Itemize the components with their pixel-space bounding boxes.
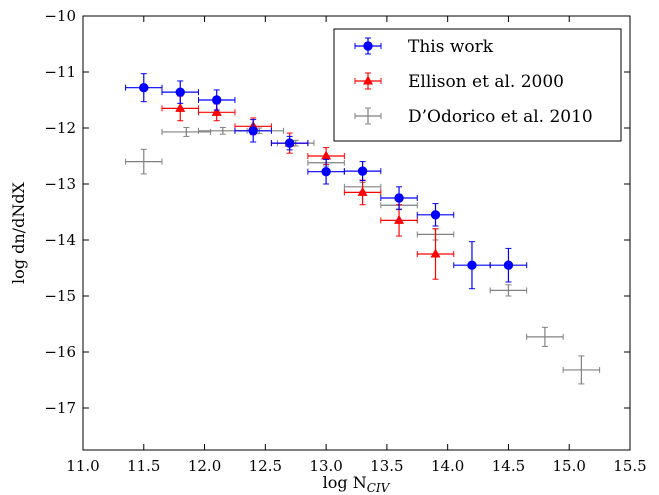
- marker: [394, 193, 404, 203]
- marker: [284, 138, 295, 148]
- data-point: [307, 147, 345, 165]
- x-axis-label: log NCIV: [323, 473, 391, 495]
- x-tick-label: 12.5: [249, 457, 282, 475]
- x-tick-label: 14.5: [492, 457, 525, 475]
- marker: [430, 210, 441, 220]
- data-point: [125, 148, 163, 175]
- data-point: [197, 89, 236, 111]
- x-tick-label: 11.0: [66, 457, 99, 475]
- data-point: [161, 80, 199, 104]
- legend-entry: This work: [354, 37, 494, 57]
- data-point: [562, 355, 601, 385]
- marker: [430, 248, 441, 258]
- marker: [357, 186, 368, 196]
- series-0: [125, 73, 528, 290]
- x-tick-label: 11.5: [127, 457, 160, 475]
- data-point: [380, 186, 418, 210]
- marker: [248, 126, 258, 136]
- legend-marker: [363, 75, 373, 85]
- marker: [394, 214, 405, 224]
- marker: [139, 82, 149, 93]
- x-tick-label: 15.5: [613, 457, 646, 475]
- axis-ticks: 11.0 11.5 12.0 12.5 13.0 13.5 14.0 14.5 15.0 15.5…: [44, 7, 646, 475]
- data-point: [380, 204, 418, 237]
- legend-label: D’Odorico et al. 2010: [408, 107, 593, 127]
- data-point: [343, 161, 382, 182]
- marker: [321, 166, 331, 177]
- legend: This work Ellison et al. 2000 D’Odorico et…: [333, 28, 622, 142]
- marker: [212, 95, 222, 105]
- data-point: [489, 284, 528, 297]
- data-point: [343, 179, 382, 206]
- legend-box: [333, 28, 622, 142]
- x-tick-label: 14.0: [431, 457, 464, 475]
- data-point: [307, 158, 345, 185]
- y-axis-label: log dn/dNdX: [9, 181, 28, 284]
- y-tick-label: −11: [44, 63, 76, 81]
- data-point: [526, 326, 564, 347]
- data-point: [270, 135, 309, 151]
- legend-entry: Ellison et al. 2000: [354, 72, 564, 92]
- x-tick-label: 15.0: [553, 457, 586, 475]
- data-point: [161, 126, 212, 137]
- legend-label: Ellison et al. 2000: [408, 72, 564, 92]
- data-point: [416, 228, 455, 280]
- x-tick-label: 13.0: [309, 457, 342, 475]
- y-tick-label: −14: [44, 231, 76, 249]
- x-tick-label: 12.0: [188, 457, 221, 475]
- chart-marks: [125, 73, 601, 385]
- marker: [211, 106, 222, 116]
- legend-label: This work: [408, 37, 494, 57]
- x-tick-label: 13.5: [370, 457, 403, 475]
- y-tick-label: −16: [44, 343, 76, 361]
- marker: [503, 260, 514, 270]
- legend-marker: [363, 41, 373, 51]
- data-point: [489, 247, 528, 283]
- data-point: [234, 119, 272, 143]
- marker: [357, 166, 368, 176]
- marker: [175, 102, 186, 112]
- data-point: [125, 73, 163, 103]
- y-tick-label: −17: [44, 399, 76, 417]
- marker: [175, 87, 185, 97]
- data-point: [453, 241, 491, 290]
- legend-entry: D’Odorico et al. 2010: [354, 107, 593, 127]
- plot-frame: [82, 15, 631, 451]
- marker: [321, 150, 332, 160]
- y-tick-label: −13: [44, 175, 76, 193]
- marker: [467, 260, 477, 270]
- y-tick-label: −15: [44, 287, 76, 305]
- data-point: [416, 203, 455, 227]
- y-tick-label: −12: [44, 119, 76, 137]
- y-tick-label: −10: [44, 7, 76, 25]
